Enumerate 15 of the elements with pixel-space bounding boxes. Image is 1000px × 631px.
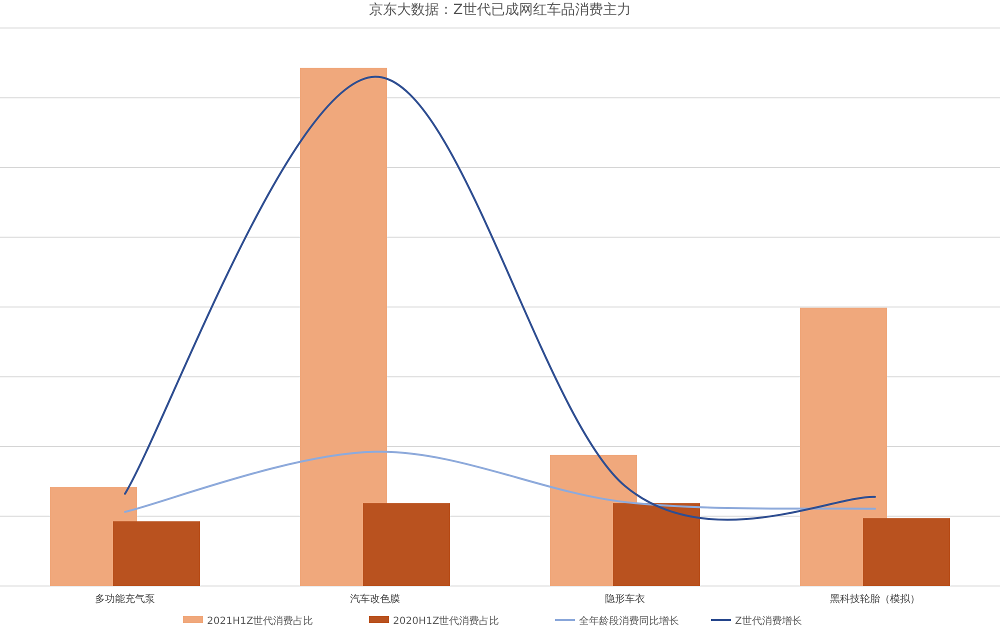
legend-label: 2020H1Z世代消费占比 [393, 615, 500, 627]
legend-label: 全年龄段消费同比增长 [579, 615, 679, 627]
bar [300, 68, 387, 586]
legend-label: 2021H1Z世代消费占比 [207, 615, 314, 627]
x-tick-label: 汽车改色膜 [350, 593, 400, 605]
x-tick-label: 多功能充气泵 [95, 593, 155, 605]
bar [613, 503, 700, 586]
x-tick-label: 隐形车衣 [605, 593, 645, 605]
chart-title: 京东大数据：Z世代已成网红车品消费主力 [369, 2, 631, 18]
bar [800, 308, 887, 586]
x-tick-label: 黑科技轮胎（模拟） [830, 593, 920, 605]
bar [363, 503, 450, 586]
legend-label: Z世代消费增长 [735, 615, 802, 627]
bar [113, 521, 200, 586]
bar [863, 518, 950, 586]
